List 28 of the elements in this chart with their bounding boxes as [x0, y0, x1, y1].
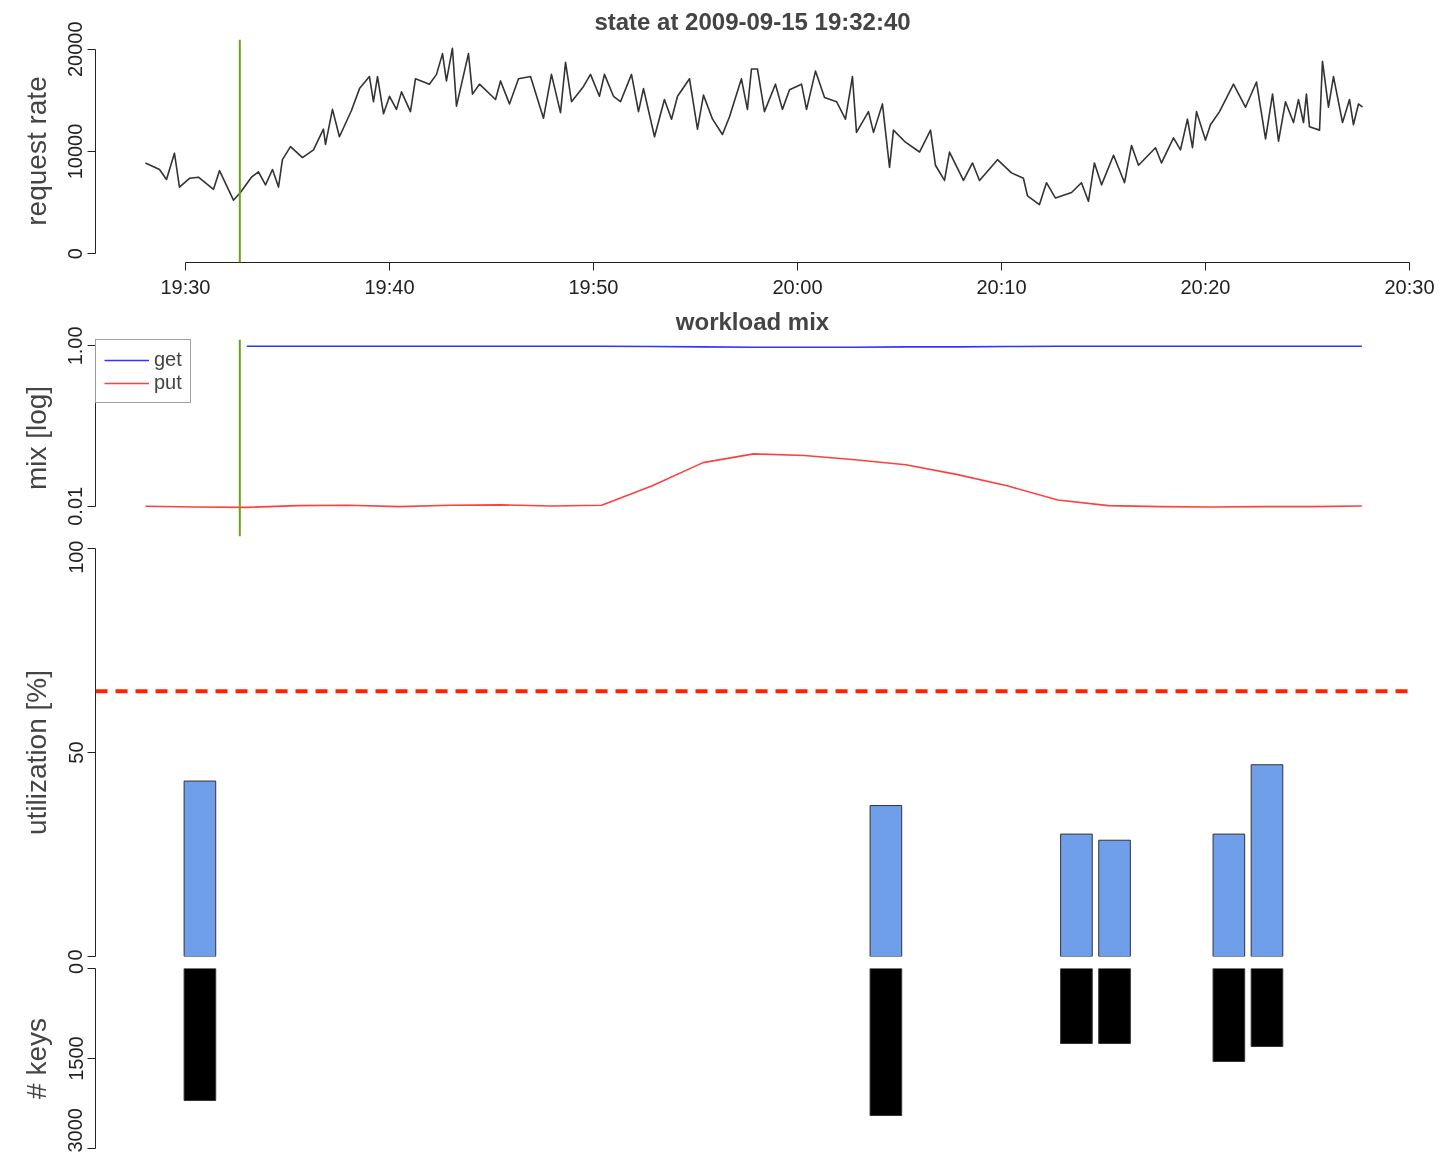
- y-axis-title: utilization [%]: [20, 670, 52, 835]
- y-tick-label: 10000: [64, 123, 87, 180]
- y-tick-label: 0.01: [64, 486, 87, 526]
- y-tick-label: 0: [64, 949, 87, 961]
- x-tick-label: 20:20: [1180, 275, 1231, 298]
- line-series: [144, 47, 1364, 206]
- legend-label: get: [154, 348, 182, 371]
- line-series: [144, 453, 1363, 509]
- y-tick-label: 0: [64, 248, 87, 260]
- y-tick-label: 100: [64, 540, 87, 574]
- chart-title: state at 2009-09-15 19:32:40: [594, 7, 911, 35]
- x-tick-label: 19:40: [364, 275, 415, 298]
- y-axis-title: mix [log]: [20, 385, 52, 491]
- x-tick-label: 20:30: [1384, 275, 1435, 298]
- x-tick-label: 20:00: [772, 275, 823, 298]
- x-tick-label: 19:50: [568, 275, 619, 298]
- y-tick-label: 0: [64, 962, 87, 975]
- chart-title: workload mix: [674, 307, 830, 335]
- y-tick-label: 1.00: [64, 326, 87, 366]
- y-tick-label: 1500: [64, 1036, 87, 1081]
- y-tick-label: 50: [64, 741, 87, 764]
- y-axis-title: # keys: [20, 1018, 52, 1099]
- y-tick-label: 3000: [64, 1108, 87, 1152]
- y-axis-title: request rate: [20, 76, 52, 226]
- y-tick-label: 20000: [64, 21, 87, 78]
- legend-label: put: [154, 371, 182, 394]
- x-tick-label: 20:10: [976, 275, 1027, 298]
- x-tick-label: 19:30: [160, 275, 211, 298]
